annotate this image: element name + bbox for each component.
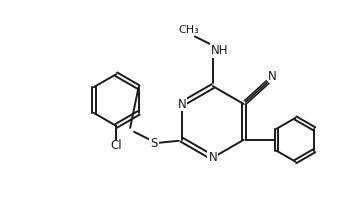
Text: CH₃: CH₃ xyxy=(178,25,199,35)
Text: Cl: Cl xyxy=(110,139,122,152)
Text: N: N xyxy=(268,70,277,83)
Text: NH: NH xyxy=(211,44,228,57)
Text: N: N xyxy=(177,98,186,110)
Text: N: N xyxy=(209,151,217,164)
Text: S: S xyxy=(150,137,158,150)
